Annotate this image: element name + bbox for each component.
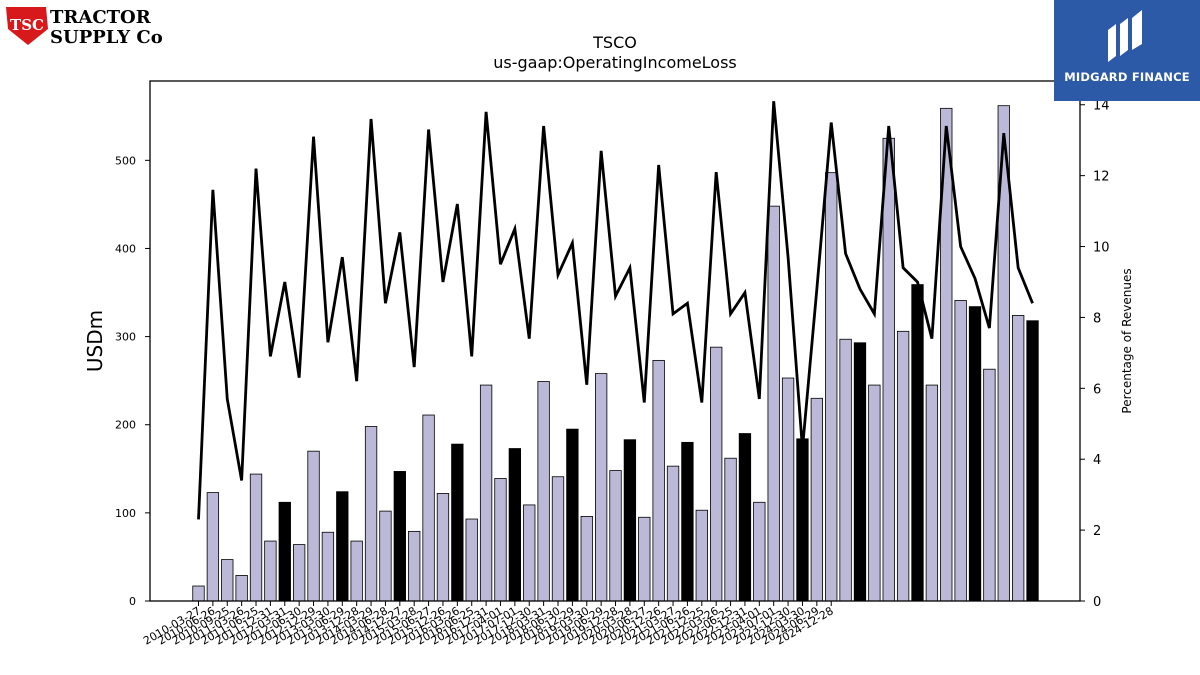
y-tick-label: 100: [115, 507, 136, 520]
bar: [508, 448, 522, 602]
y-tick-label: 0: [129, 595, 136, 608]
bar: [393, 471, 406, 602]
bar: [1026, 320, 1039, 602]
bar: [479, 384, 493, 602]
bar: [609, 470, 622, 602]
y-tick-label: 300: [115, 331, 136, 344]
bar: [767, 205, 780, 602]
bar: [264, 540, 277, 602]
bar: [724, 457, 737, 602]
y2-tick-label: 12: [1093, 170, 1110, 185]
bar: [408, 530, 421, 602]
bar: [494, 478, 507, 602]
logo-mark: TSC: [10, 16, 44, 34]
bar: [796, 438, 809, 602]
y2-tick-label: 6: [1093, 382, 1101, 397]
y2-tick-label: 14: [1093, 99, 1110, 114]
margin-line: [197, 101, 1034, 520]
tractor-supply-logo: TSC TRACTOR SUPPLY Co: [6, 7, 162, 47]
bar: [307, 450, 320, 602]
bar: [623, 439, 637, 602]
bar: [954, 300, 967, 602]
chart-title: TSCO: [592, 33, 637, 52]
bar: [350, 540, 363, 602]
y-tick-label: 200: [115, 419, 136, 432]
y-axis-left: 0 100 200 300 400 500: [115, 154, 150, 608]
bar: [580, 515, 593, 602]
bar: [868, 384, 881, 602]
bar: [652, 359, 665, 602]
bar: [1012, 315, 1025, 602]
bar: [882, 137, 895, 602]
bar: [853, 342, 867, 602]
bar: [753, 501, 766, 602]
bar: [896, 330, 910, 602]
bar: [293, 544, 306, 602]
bar: [336, 491, 349, 602]
plot-frame: [149, 80, 1081, 602]
logo-line1: TRACTOR: [50, 7, 152, 28]
bar: [911, 284, 924, 602]
tsc-shield-icon: [6, 7, 48, 45]
y-axis-right: 0 2 4 6 8 10 12 14: [1080, 99, 1110, 610]
bar: [925, 384, 939, 602]
midgard-finance-badge: MIDGARD FINANCE: [1054, 0, 1200, 101]
y2-axis-label: Percentage of Revenues: [1120, 268, 1134, 413]
bar: [839, 338, 852, 602]
bar: [781, 377, 795, 602]
bar: [594, 373, 608, 602]
bar: [379, 510, 392, 602]
bar: [695, 509, 708, 602]
badge-text: MIDGARD FINANCE: [1064, 70, 1190, 84]
bar: [566, 428, 579, 602]
bar: [738, 433, 752, 602]
chart-subtitle: us-gaap:OperatingIncomeLoss: [493, 53, 737, 72]
bar: [451, 443, 464, 602]
bar: [364, 426, 378, 602]
bar: [235, 575, 248, 602]
y2-tick-label: 2: [1093, 524, 1101, 539]
y2-tick-label: 10: [1093, 241, 1110, 256]
margin-line-layer: [197, 101, 1034, 520]
y-axis-label: USDm: [83, 310, 107, 372]
bar: [523, 504, 536, 602]
bar: [206, 492, 220, 602]
bar: [278, 501, 291, 602]
y2-tick-label: 4: [1093, 453, 1101, 468]
bar: [551, 476, 565, 602]
logo-line2: SUPPLY Co: [50, 27, 162, 47]
y2-tick-label: 8: [1093, 311, 1101, 326]
y-tick-label: 500: [115, 154, 136, 167]
bar: [465, 518, 478, 602]
bar: [436, 493, 450, 602]
bar: [221, 559, 234, 602]
y-tick-label: 400: [115, 242, 136, 255]
bars-layer: [192, 105, 1039, 602]
bar: [249, 473, 263, 602]
bar: [422, 414, 435, 602]
bar: [666, 465, 680, 602]
bar: [710, 346, 723, 602]
bar: [537, 381, 550, 602]
bar: [825, 172, 838, 602]
bar: [321, 531, 335, 602]
midgard-logo-icon: [1108, 10, 1142, 62]
x-axis: 2010-03-272010-06-262010-09-252011-03-26…: [141, 601, 836, 648]
bar: [638, 516, 651, 602]
bar: [192, 585, 205, 602]
bar: [968, 306, 982, 602]
y2-tick-label: 0: [1093, 595, 1101, 610]
bar: [681, 441, 694, 602]
bar: [983, 368, 996, 602]
bar: [810, 397, 823, 602]
